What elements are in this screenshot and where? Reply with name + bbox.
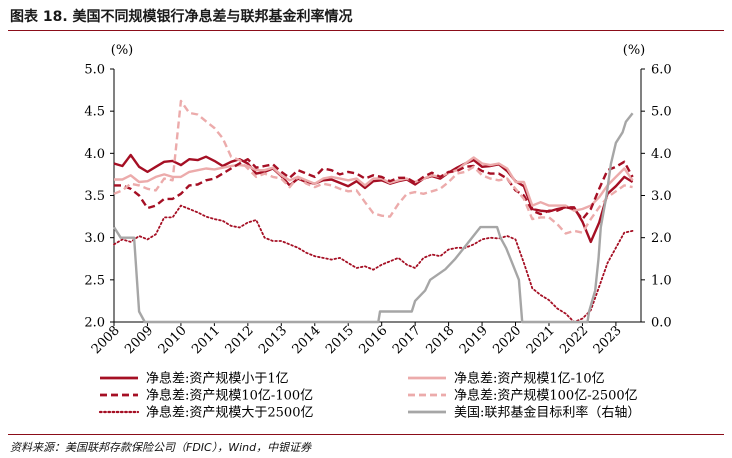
y-right-tick-label: 1.0 [651, 273, 672, 288]
y-right-unit: (%) [623, 43, 646, 58]
x-tick-label: 2009 [122, 323, 156, 357]
y-left-tick-label: 4.5 [84, 105, 105, 120]
x-tick-label: 2018 [423, 323, 457, 357]
y-left-tick-label: 5.0 [84, 63, 105, 78]
series-line-5 [113, 204, 634, 323]
title-rule [8, 30, 724, 31]
series-layer [112, 99, 634, 324]
x-tick-label: 2021 [524, 323, 558, 357]
x-tick-label: 2023 [591, 323, 625, 357]
series-line-3 [114, 158, 634, 221]
source-note: 资料来源：美国联邦存款保险公司（FDIC），Wind，中银证券 [10, 441, 312, 454]
y-left-tick-label: 2.0 [84, 316, 105, 331]
x-tick-label: 2020 [490, 323, 524, 357]
x-tick-label: 2015 [323, 323, 357, 357]
y-left-unit: (%) [111, 43, 134, 58]
legend-label-5: 净息差:资产规模大于2500亿 [146, 405, 313, 421]
y-right-tick-label: 3.0 [651, 189, 672, 204]
x-tick-label: 2019 [457, 323, 491, 357]
x-tick-label: 2011 [189, 323, 223, 357]
y-right-tick-label: 4.0 [651, 147, 672, 162]
y-left-tick-label: 2.5 [84, 273, 105, 288]
x-tick-label: 2014 [290, 323, 324, 357]
figure-title: 图表 18. 美国不同规模银行净息差与联邦基金利率情况 [10, 9, 353, 25]
source-rule [8, 434, 724, 435]
legend-label-3: 净息差:资产规模10亿-100亿 [146, 388, 313, 404]
y-right-tick-label: 5.0 [651, 105, 672, 120]
y-right-tick-label: 0.0 [651, 316, 672, 331]
y-right-tick-label: 2.0 [651, 231, 672, 246]
x-tick-label: 2017 [390, 323, 424, 357]
x-tick-label: 2012 [223, 323, 257, 357]
x-tick-label: 2013 [256, 323, 290, 357]
x-tick-label: 2010 [156, 323, 190, 357]
series-line-2 [114, 156, 634, 212]
y-right-tick-label: 6.0 [651, 63, 672, 78]
legend-label-1: 净息差:资产规模小于1亿 [146, 371, 289, 387]
y-left-tick-label: 3.5 [84, 189, 105, 204]
y-left-tick-label: 3.0 [84, 231, 105, 246]
legend-label-2: 净息差:资产规模1亿-10亿 [454, 371, 605, 387]
series-line-6 [112, 112, 634, 324]
x-tick-label: 2022 [557, 323, 591, 357]
axes-layer: (%) (%) 2.0 2.5 3.0 3.5 4.0 4.5 5.0 0.0 1.0 2.0 3.0 4… [84, 43, 671, 357]
series-line-4 [113, 99, 633, 235]
legend-layer: 净息差:资产规模小于1亿 净息差:资产规模1亿-10亿净息差:资产规模10亿-10… [98, 371, 640, 421]
series-line-1 [113, 153, 634, 244]
x-tick-label: 2016 [357, 323, 391, 357]
legend-label-4: 净息差:资产规模100亿-2500亿 [454, 388, 638, 404]
y-left-tick-label: 4.0 [84, 147, 105, 162]
legend-label-6: 美国:联邦基金目标利率（右轴） [454, 405, 640, 421]
